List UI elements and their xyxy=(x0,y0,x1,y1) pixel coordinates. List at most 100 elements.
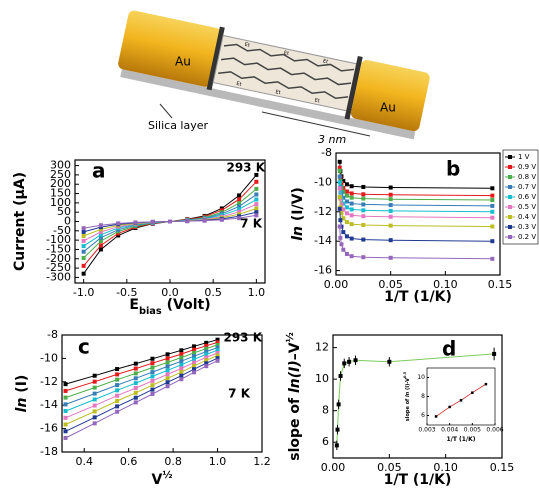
series-line xyxy=(65,347,218,405)
data-point xyxy=(337,180,342,185)
x-tick-label: -1.0 xyxy=(73,286,94,299)
data-point xyxy=(81,226,86,231)
data-point xyxy=(471,391,474,394)
data-point xyxy=(115,393,120,398)
label-part: slope of xyxy=(405,397,411,421)
data-point xyxy=(254,186,259,191)
data-point xyxy=(168,219,172,224)
data-point xyxy=(98,229,103,234)
data-point xyxy=(215,340,220,345)
y-tick-label: 50 xyxy=(57,205,71,218)
data-point xyxy=(204,346,209,351)
axis-label: V½ xyxy=(152,470,173,489)
data-point xyxy=(338,235,343,240)
data-point xyxy=(150,391,155,396)
data-point xyxy=(192,357,196,362)
electrode xyxy=(350,60,430,132)
data-point xyxy=(361,223,366,228)
legend-marker xyxy=(508,185,512,189)
data-point xyxy=(219,208,224,213)
y-tick-label: 6 xyxy=(322,435,329,448)
data-point xyxy=(179,377,184,382)
data-point xyxy=(115,398,120,403)
data-point xyxy=(344,234,349,239)
y-tick-label: 8 xyxy=(322,404,329,417)
x-tick-label: 0.05 xyxy=(377,461,402,474)
x-tick-label: 0.10 xyxy=(433,461,458,474)
data-point xyxy=(81,238,86,243)
electrode-label: Au xyxy=(380,101,396,115)
y-tick-label: -16 xyxy=(314,264,332,277)
data-point xyxy=(448,405,451,409)
x-tick-label: 0.15 xyxy=(490,461,515,474)
data-point xyxy=(490,209,495,214)
data-point xyxy=(63,415,68,420)
panel-label: c xyxy=(78,335,90,359)
data-point xyxy=(165,380,170,385)
legend-label: 0.5 V xyxy=(518,203,536,211)
data-point xyxy=(344,211,349,216)
data-point xyxy=(133,400,138,405)
data-point xyxy=(459,399,463,402)
data-point xyxy=(204,349,209,354)
y-tick-label: 250 xyxy=(50,168,71,181)
label-part: ½ xyxy=(285,332,296,342)
data-point xyxy=(179,373,184,378)
group-label: Et xyxy=(314,98,320,105)
data-point xyxy=(254,172,259,177)
legend-marker xyxy=(508,155,512,159)
data-point xyxy=(337,224,342,229)
label-part: ln(I) xyxy=(287,360,303,393)
label-part: ln xyxy=(290,226,306,241)
data-point xyxy=(344,199,349,204)
axis-label: 1/T (1/K) xyxy=(384,289,452,305)
data-point xyxy=(335,427,340,432)
data-point xyxy=(63,409,68,414)
x-tick-label: 0.00 xyxy=(324,278,349,291)
y-tick-label: -100 xyxy=(46,233,71,246)
data-point xyxy=(92,373,97,378)
data-point xyxy=(237,197,242,202)
data-point xyxy=(388,185,393,190)
data-point xyxy=(150,383,155,388)
data-point xyxy=(341,216,346,221)
dimension-arrow xyxy=(261,111,371,137)
label-part: bias xyxy=(139,306,162,317)
y-tick-label: 8 xyxy=(421,393,425,400)
label-part: 1/T (1/K) xyxy=(384,289,452,305)
group-label: Et xyxy=(275,89,281,96)
plot-frame xyxy=(335,152,501,276)
data-point xyxy=(361,202,366,207)
data-point xyxy=(150,356,155,361)
data-point xyxy=(133,386,138,391)
data-point xyxy=(344,205,349,210)
data-point xyxy=(192,347,196,352)
series-line xyxy=(65,344,218,399)
y-tick-label: 0 xyxy=(64,215,71,228)
y-tick-label: -50 xyxy=(53,224,71,237)
data-point xyxy=(150,370,155,375)
data-point xyxy=(388,238,393,243)
data-point xyxy=(349,213,354,218)
data-point xyxy=(115,409,120,414)
data-point xyxy=(337,168,342,173)
silica-layer xyxy=(120,69,416,140)
data-point xyxy=(115,367,120,372)
data-point xyxy=(150,387,155,392)
data-point xyxy=(337,206,342,211)
axis-label: 1/T (1/K) xyxy=(446,436,475,443)
data-point xyxy=(344,251,349,256)
device-schematic: Et Et Et Et Et Et xyxy=(118,10,430,140)
data-point xyxy=(215,350,220,355)
y-tick-label: -18 xyxy=(40,445,58,458)
data-point xyxy=(192,344,196,349)
data-point xyxy=(344,220,349,225)
label-part: Current (μA) xyxy=(12,172,28,271)
data-point xyxy=(150,378,155,383)
data-point xyxy=(254,197,259,202)
data-point xyxy=(192,360,196,365)
data-point xyxy=(337,165,342,170)
y-tick-label: -14 xyxy=(314,234,332,247)
data-point xyxy=(133,366,138,371)
electrode-face xyxy=(206,26,225,91)
